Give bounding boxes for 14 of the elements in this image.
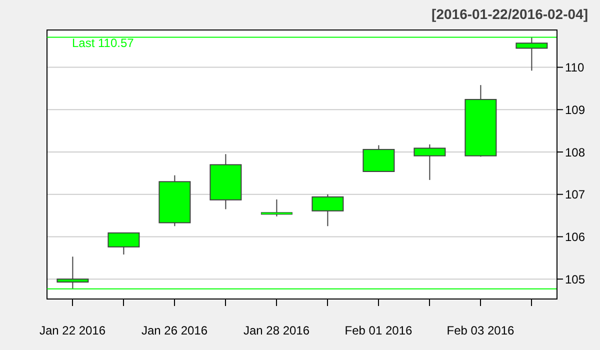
x-tick-label: Jan 22 2016 [39, 324, 106, 338]
chart-subtitle: [2016-01-22/2016-02-04] [432, 6, 588, 22]
y-tick-label: 105 [565, 272, 586, 286]
y-tick-label: 107 [565, 188, 586, 202]
y-tick-label: 110 [565, 60, 584, 75]
x-tick-label: Jan 28 2016 [243, 324, 310, 338]
annotation: Last 110.57 [72, 36, 134, 50]
y-tick-label: 108 [565, 145, 586, 160]
x-tick-label: Feb 01 2016 [344, 324, 413, 338]
x-tick-label: Jan 26 2016 [141, 324, 208, 338]
y-tick-label: 106 [565, 230, 586, 244]
candlestick [260, 198, 292, 217]
y-tick-label: 109 [565, 102, 586, 117]
x-tick-label: Feb 03 2016 [446, 324, 515, 338]
